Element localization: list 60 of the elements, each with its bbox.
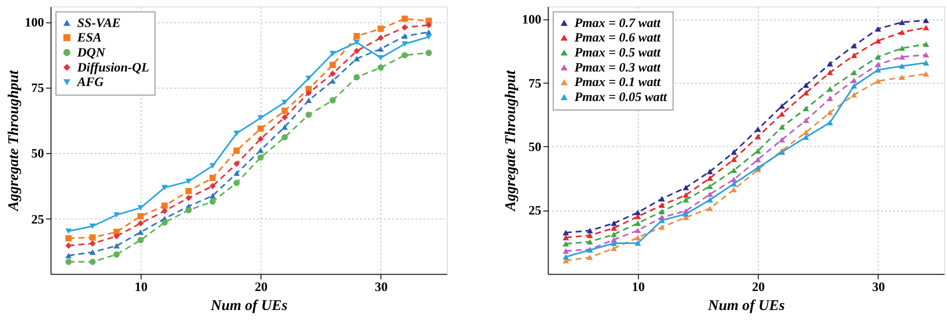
y-tick-label: 50 (528, 140, 542, 154)
legend-label: Pmax = 0.1 watt (574, 75, 661, 90)
y-tick-label: 100 (24, 16, 44, 30)
point (922, 41, 930, 47)
x-axis-title: Num of UEs (707, 298, 785, 314)
point (922, 24, 930, 30)
legend-label: Pmax = 0.6 watt (574, 30, 661, 45)
legend-label: Pmax = 0.3 watt (574, 60, 661, 74)
point (874, 38, 882, 44)
x-tick-label: 30 (872, 280, 885, 294)
point (426, 18, 432, 24)
point (426, 50, 432, 56)
x-tick-label: 10 (632, 280, 645, 294)
point (402, 16, 408, 22)
point (258, 136, 264, 142)
legend-label: DQN (76, 45, 106, 60)
point (562, 230, 569, 236)
x-tick-label: 30 (374, 280, 388, 294)
x-tick-label: 10 (134, 280, 148, 294)
point (137, 230, 144, 235)
point (610, 220, 617, 226)
y-tick-label: 75 (528, 76, 542, 90)
y-tick-label: 25 (31, 212, 44, 226)
point (754, 148, 762, 154)
legend-label: Diffusion-QL (76, 60, 150, 74)
point (778, 103, 786, 109)
point (209, 182, 216, 190)
point (426, 34, 432, 40)
point (209, 193, 216, 198)
y-tick-label: 75 (31, 81, 44, 96)
y-axis-title: Aggregate Throughput (503, 69, 520, 212)
point (706, 175, 714, 181)
point (706, 191, 714, 197)
point (898, 46, 906, 51)
point (378, 26, 384, 32)
y-tick-label: 50 (31, 146, 44, 161)
point (634, 214, 641, 220)
x-tick-label: 20 (752, 280, 765, 294)
point (65, 252, 72, 258)
legend-label: Pmax = 0.5 watt (574, 45, 661, 60)
legend-label: Pmax = 0.7 watt (574, 16, 661, 30)
point (610, 225, 617, 231)
point (802, 90, 810, 96)
y-tick-label: 25 (528, 204, 542, 218)
legend-label: SS-VAE (77, 16, 121, 30)
point (354, 56, 360, 62)
legend-label: AFG (76, 75, 104, 90)
point (922, 71, 930, 77)
point (778, 136, 786, 142)
point (898, 54, 906, 60)
y-axis-title: Aggregate Throughput (6, 69, 22, 212)
legend-label: ESA (76, 30, 102, 45)
y-tick-label: 100 (522, 12, 542, 27)
point (706, 184, 714, 189)
x-tick-label: 20 (254, 280, 268, 294)
x-axis-title: Num of UEs (210, 298, 288, 314)
point (282, 124, 288, 130)
point (874, 78, 882, 84)
point (898, 20, 906, 25)
legend-label: Pmax = 0.05 watt (574, 90, 668, 104)
